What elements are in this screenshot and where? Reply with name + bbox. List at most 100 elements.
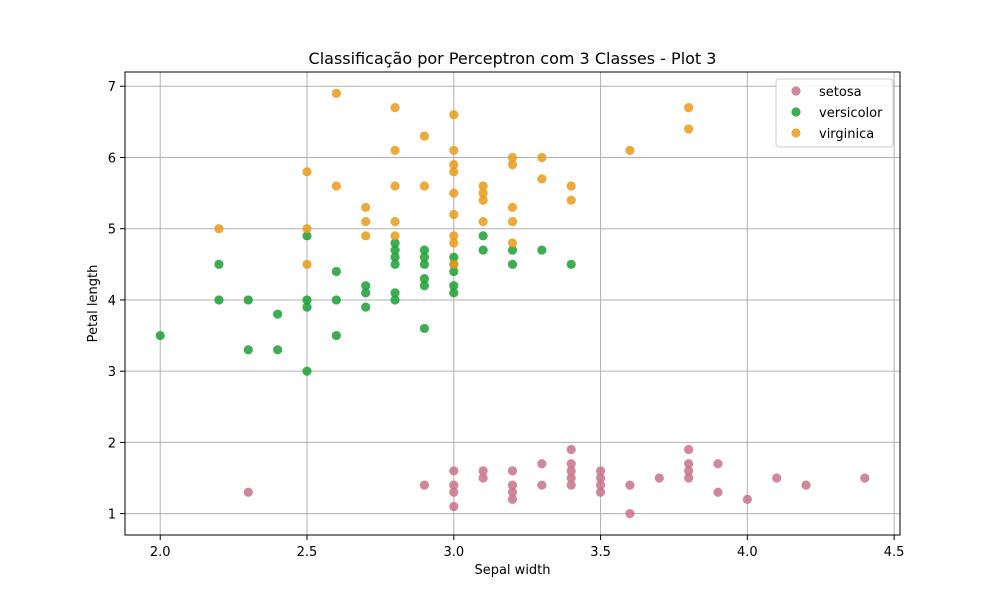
virginica-point — [478, 181, 488, 191]
versicolor-point — [390, 252, 400, 262]
setosa-point — [507, 466, 518, 476]
virginica-point — [302, 224, 312, 234]
virginica-point — [625, 145, 635, 155]
virginica-point — [537, 152, 547, 163]
virginica-point — [537, 174, 547, 184]
versicolor-point — [361, 288, 371, 298]
setosa-point — [507, 480, 518, 490]
versicolor-point — [478, 245, 488, 255]
virginica-point — [449, 110, 459, 120]
virginica-point — [449, 259, 459, 269]
virginica-point — [449, 145, 459, 155]
chart-title: Classificação por Perceptron com 3 Class… — [309, 49, 717, 68]
setosa-point — [595, 487, 606, 497]
virginica-point — [449, 160, 459, 170]
legend-marker-versicolor — [791, 107, 801, 117]
virginica-point — [390, 216, 400, 227]
setosa-point — [713, 459, 723, 469]
setosa-point — [801, 480, 811, 490]
virginica-point — [390, 231, 400, 241]
setosa-point — [449, 466, 459, 476]
versicolor-point — [361, 302, 371, 312]
versicolor-point — [361, 281, 371, 291]
setosa-point — [507, 494, 518, 504]
setosa-point — [537, 480, 547, 490]
virginica-point — [419, 181, 430, 191]
setosa-point — [684, 444, 694, 455]
versicolor-point — [419, 252, 430, 262]
x-tick-label: 3.5 — [590, 545, 611, 560]
virginica-point — [390, 103, 400, 113]
versicolor-point — [243, 345, 253, 355]
legend-box — [775, 78, 894, 148]
virginica-point — [390, 145, 400, 155]
setosa-point — [449, 480, 459, 490]
versicolor-point — [419, 245, 430, 255]
virginica-point — [684, 103, 694, 113]
versicolor-point — [566, 259, 576, 269]
versicolor-point — [390, 238, 400, 248]
setosa-point — [742, 494, 752, 504]
virginica-point — [507, 152, 518, 163]
virginica-point — [361, 202, 371, 212]
setosa-point — [860, 473, 870, 483]
setosa-point — [625, 480, 635, 490]
versicolor-point — [507, 259, 518, 269]
setosa-point — [243, 487, 253, 497]
versicolor-point — [331, 330, 341, 341]
virginica-point — [331, 88, 341, 98]
virginica-point — [302, 259, 312, 269]
y-tick-label: 2 — [108, 436, 116, 451]
virginica-point — [449, 209, 459, 220]
virginica-point — [566, 181, 576, 191]
setosa-point — [684, 466, 694, 476]
virginica-point — [449, 231, 459, 241]
legend-marker-setosa — [791, 86, 801, 96]
setosa-point — [478, 466, 488, 476]
versicolor-point — [302, 302, 312, 312]
x-tick-label: 2.5 — [297, 545, 318, 560]
versicolor-point — [449, 252, 459, 262]
versicolor-point — [214, 295, 224, 305]
virginica-point — [361, 216, 371, 227]
versicolor-point — [537, 245, 547, 255]
y-tick-label: 4 — [108, 294, 116, 309]
virginica-point — [684, 124, 694, 134]
versicolor-point — [419, 323, 430, 334]
setosa-point — [713, 487, 723, 497]
y-tick-label: 6 — [108, 151, 116, 166]
plot-area-frame — [124, 71, 901, 536]
legend-label-setosa: setosa — [819, 85, 862, 100]
versicolor-point — [449, 281, 459, 291]
versicolor-point — [331, 295, 341, 305]
virginica-point — [507, 216, 518, 227]
virginica-point — [449, 167, 459, 177]
virginica-point — [419, 131, 430, 141]
y-tick-label: 7 — [108, 80, 116, 95]
setosa-point — [537, 459, 547, 469]
versicolor-point — [419, 273, 430, 284]
setosa-point — [566, 444, 576, 455]
setosa-point — [566, 459, 576, 469]
versicolor-point — [419, 259, 430, 269]
virginica-point — [507, 160, 518, 170]
y-tick-label: 1 — [108, 508, 116, 523]
versicolor-point — [243, 295, 253, 305]
versicolor-point — [302, 295, 312, 305]
versicolor-point — [507, 245, 518, 255]
versicolor-point — [390, 295, 400, 305]
virginica-point — [331, 181, 341, 191]
virginica-point — [449, 238, 459, 248]
virginica-point — [566, 195, 576, 205]
versicolor-point — [302, 231, 312, 241]
setosa-point — [595, 473, 606, 483]
legend: setosa versicolor virginica — [775, 78, 894, 148]
versicolor-point — [390, 259, 400, 269]
virginica-point — [449, 188, 459, 198]
setosa-point — [772, 473, 782, 483]
legend-label-virginica: virginica — [819, 127, 874, 142]
versicolor-point — [449, 288, 459, 298]
axis-ticks: 2.0 2.5 3.0 3.5 4.0 4.5 1 2 3 4 5 6 7 — [108, 80, 905, 560]
legend-marker-virginica — [791, 128, 801, 138]
virginica-point — [361, 231, 371, 241]
